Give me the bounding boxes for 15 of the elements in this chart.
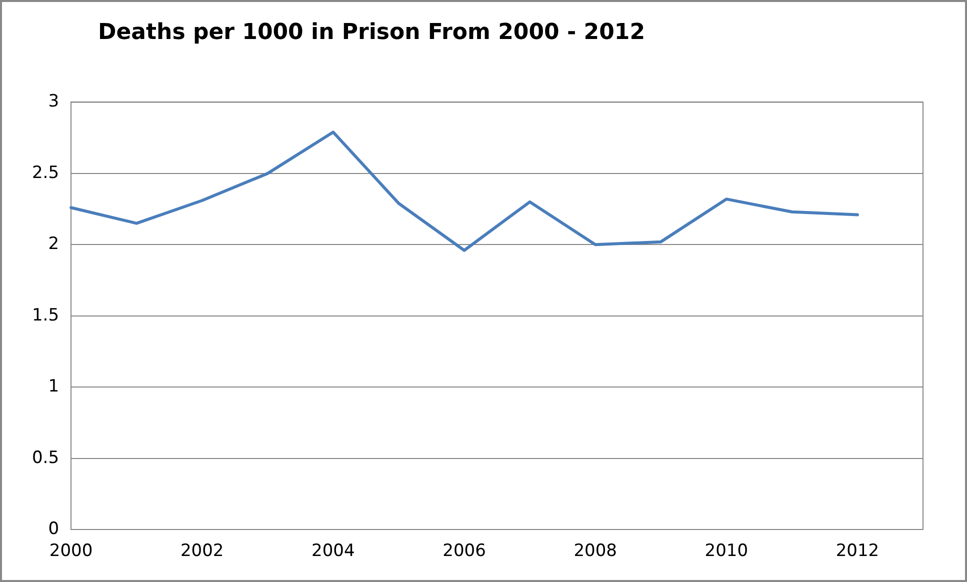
- x-tick-label: 2002: [180, 541, 224, 562]
- y-tick-label: 0.5: [32, 448, 60, 468]
- x-tick-label: 2008: [574, 541, 617, 562]
- y-tick-label: 1: [48, 376, 60, 397]
- chart-title: Deaths per 1000 in Prison From 2000 - 2012: [98, 20, 646, 45]
- x-tick-label: 2004: [312, 541, 355, 562]
- y-tick-label: 0: [48, 519, 60, 540]
- x-tick-label: 2000: [49, 541, 93, 562]
- x-tick-label: 2012: [836, 541, 880, 562]
- y-tick-label: 3: [48, 92, 60, 112]
- y-tick-label: 2.5: [32, 162, 60, 183]
- x-tick-label: 2010: [704, 541, 748, 562]
- y-tick-label: 1.5: [32, 305, 60, 326]
- y-tick-label: 2: [48, 234, 60, 254]
- x-tick-label: 2006: [442, 541, 486, 562]
